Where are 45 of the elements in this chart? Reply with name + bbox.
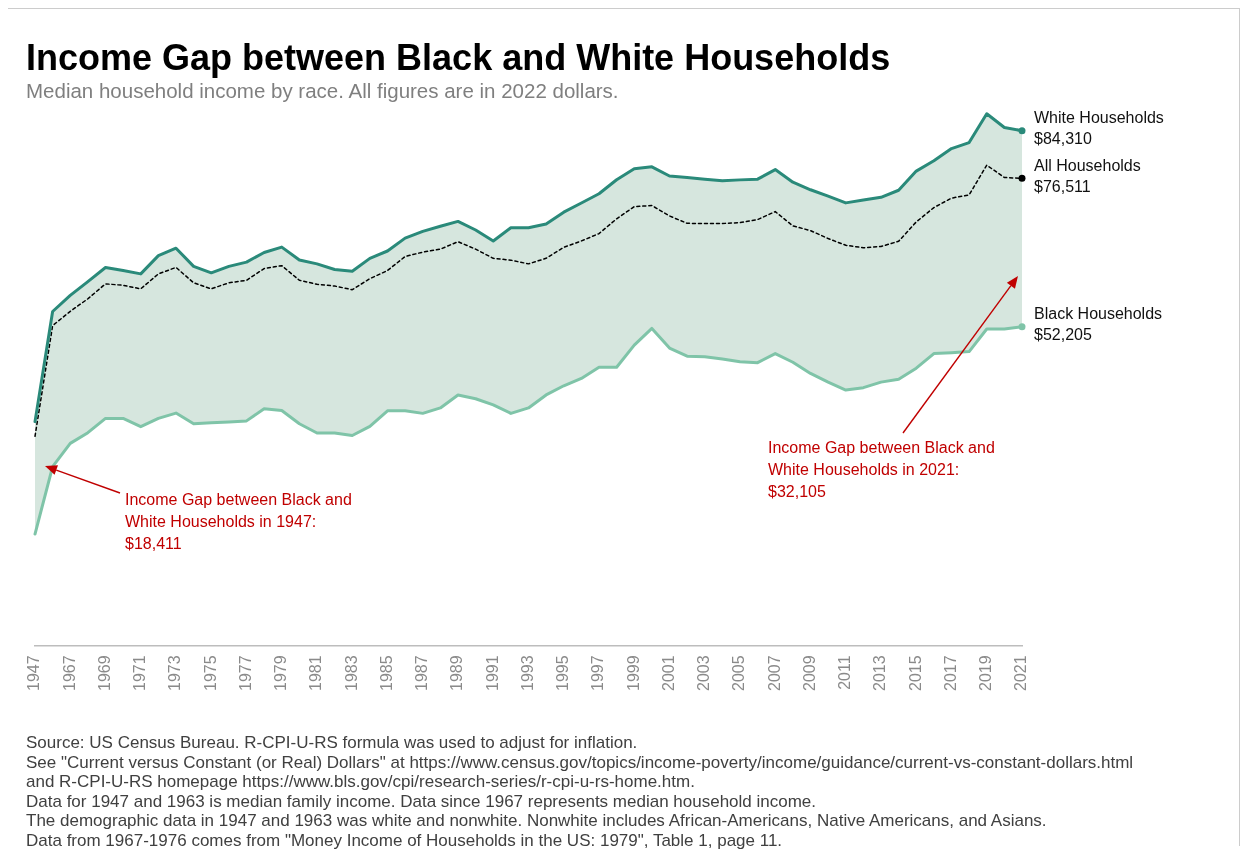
x-tick-label: 2019 — [977, 655, 995, 691]
x-tick-label: 1979 — [272, 655, 290, 691]
text: Data from 1967-1976 comes from "Money Income of Households in the US: 1979", Table 1, page 11. — [26, 830, 784, 850]
x-tick-label: 2013 — [871, 655, 889, 691]
series-label: All Households — [1034, 156, 1141, 174]
x-tick-label: 2005 — [730, 655, 748, 691]
annotation: Income Gap between Black and White Households in 2021: $32,105 — [768, 438, 996, 502]
x-tick-label: 1973 — [166, 655, 184, 691]
x-tick-label: 1987 — [413, 655, 431, 691]
x-tick-label: 1997 — [589, 655, 607, 691]
x-tick-label: 1977 — [236, 655, 254, 691]
x-tick-label: 1991 — [483, 655, 501, 691]
x-tick-label: 1989 — [448, 655, 466, 691]
x-tick-label: 2011 — [836, 655, 854, 690]
text: The demographic data in 1947 and 1963 was white and nonwhite. Nonwhite includes African-Americans, Native Americans, and Asians. — [26, 811, 1048, 831]
x-tick-label: 1969 — [95, 655, 113, 691]
text: Data for 1947 and 1963 is median family income. Data since 1967 represents median household income. — [26, 791, 818, 811]
chart-title: Income Gap between Black and White Households — [26, 37, 891, 79]
text: and R-CPI-U-RS homepage https://www.bls.gov/cpi/research-series/r-cpi-u-rs-home.htm. — [26, 772, 696, 792]
x-tick-label: 2015 — [906, 655, 924, 691]
text: See "Current versus Constant (or Real) Dollars" at https://www.census.gov/topics/income-poverty/income/guidance/current-vs-constant-dollars.html — [26, 752, 1134, 772]
series-label: Black Households — [1034, 305, 1163, 323]
x-tick-label: 1983 — [342, 655, 360, 691]
x-tick-label: 1967 — [60, 655, 78, 691]
x-tick-label: 2021 — [1012, 655, 1030, 691]
x-tick-label: 1995 — [554, 655, 572, 691]
x-tick-label: 1947 — [25, 655, 43, 691]
x-tick-label: 2003 — [695, 655, 713, 691]
x-tick-label: 1981 — [307, 655, 325, 691]
data-label: $76,511 — [1034, 177, 1091, 195]
series-label: White Households — [1034, 109, 1164, 127]
x-tick-label: 1999 — [624, 655, 642, 691]
chart-subtitle: Median household income by race. All figures are in 2022 dollars. — [26, 79, 619, 103]
x-tick-label: 1993 — [518, 655, 536, 691]
source-note: Source: US Census Bureau. R-CPI-U-RS formula was used to adjust for inflation. — [26, 733, 639, 753]
x-tick-label: 1985 — [377, 655, 395, 691]
x-tick-label: 1975 — [201, 655, 219, 691]
annotation: Income Gap between Black and White Households in 1947: $18,411 — [125, 490, 353, 554]
data-label: $52,205 — [1034, 326, 1092, 344]
data-label: $84,310 — [1034, 130, 1092, 148]
x-tick-label: 2007 — [765, 655, 783, 691]
x-tick-label: 1971 — [131, 655, 149, 691]
x-tick-label: 2009 — [800, 655, 818, 691]
x-tick-label: 2001 — [659, 655, 677, 691]
x-tick-label: 2017 — [941, 655, 959, 691]
